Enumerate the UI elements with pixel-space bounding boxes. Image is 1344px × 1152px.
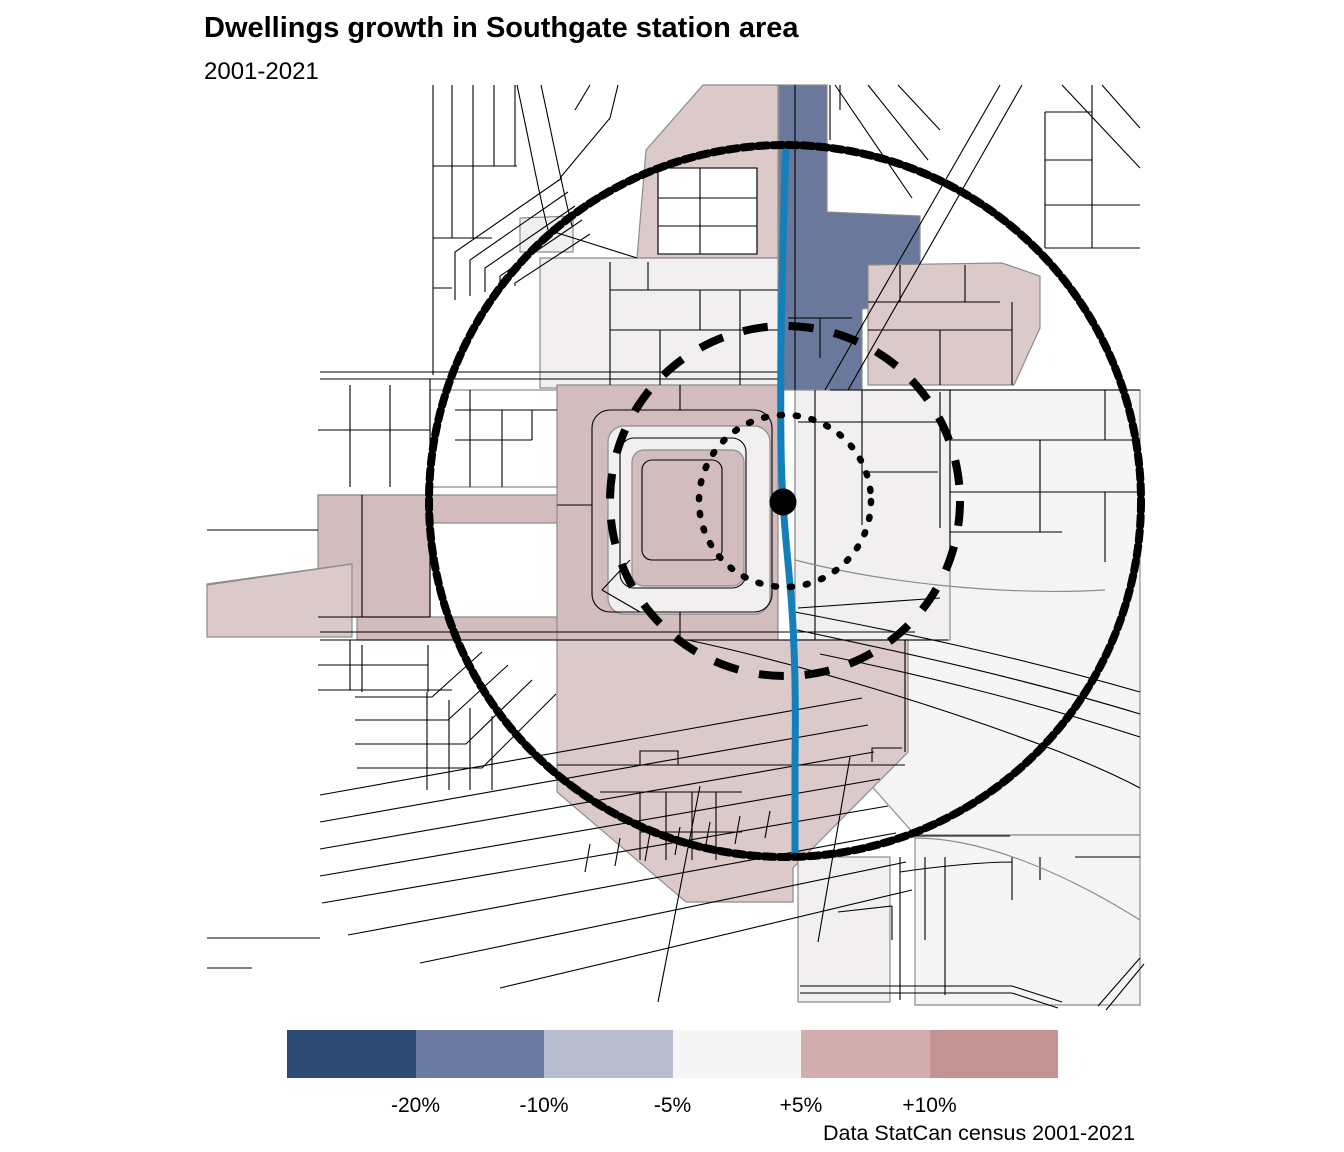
legend: -20% -10% -5% +5% +10% (287, 1030, 1058, 1120)
legend-label-10: +10% (902, 1094, 957, 1117)
streets-top-right (824, 84, 1141, 391)
legend-swatch-row (287, 1030, 1058, 1078)
polygon-growth-top-right (867, 262, 1041, 386)
streets-south-of-mall (318, 631, 915, 790)
legend-label--20: -20% (390, 1094, 440, 1117)
legend-label--10: -10% (519, 1094, 569, 1117)
polygon-white-inset-top (657, 167, 758, 255)
polygon-stable-bottom-right (914, 834, 1141, 1006)
legend-swatch-2 (415, 1030, 544, 1078)
streets-top-center (609, 167, 778, 385)
street-network (206, 84, 1145, 1011)
polygon-mall-island (631, 449, 745, 587)
legend-label-5: +5% (779, 1094, 823, 1117)
legend-label--5: -5% (653, 1094, 692, 1117)
inner-buffer-circle (695, 411, 875, 591)
polygon-stable-north-of-mall (539, 257, 779, 389)
legend-swatch-6 (929, 1030, 1058, 1078)
outer-buffer-circle (425, 141, 1145, 861)
mall-ring-road-inner (641, 459, 723, 561)
station-dot (769, 488, 797, 516)
mall-ring-road-outer (591, 409, 773, 613)
buffer-rings (425, 141, 1145, 861)
legend-swatch-4 (672, 1030, 801, 1078)
choropleth-layer (206, 84, 1141, 1006)
streets-gray-collectors (206, 559, 1141, 921)
mall-ring-road-mid (619, 437, 747, 589)
legend-swatch-1 (287, 1030, 416, 1078)
streets-right-mid (797, 390, 1140, 641)
legend-swatch-3 (544, 1030, 673, 1078)
polygon-stable-white-left (429, 389, 558, 488)
middle-buffer-circle (606, 322, 964, 680)
streets-top-left (432, 84, 638, 375)
streets-slate-area (788, 85, 852, 390)
data-source-caption: Data StatCan census 2001-2021 (823, 1121, 1135, 1145)
streets-bottom-right (800, 835, 1145, 1011)
streets-ramps (687, 611, 1141, 789)
legend-label-row: -20% -10% -5% +5% +10% (287, 1094, 1058, 1120)
page-subtitle: 2001-2021 (204, 58, 319, 85)
legend-swatch-5 (801, 1030, 930, 1078)
polygon-stable-bottom-L (797, 856, 891, 1003)
streets-mall-rings (557, 385, 681, 640)
page-title: Dwellings growth in Southgate station ar… (204, 12, 799, 44)
